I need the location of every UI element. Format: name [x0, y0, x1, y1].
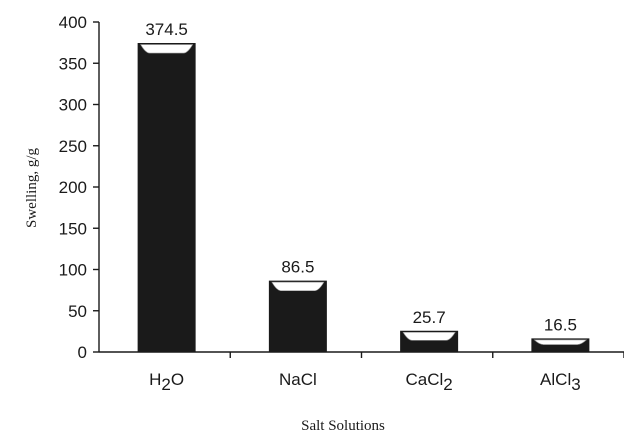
bar-meniscus: [533, 339, 588, 345]
y-tick-label: 200: [59, 178, 87, 197]
data-labels: 374.5 86.5 25.7 16.5: [145, 20, 577, 334]
x-axis-title: Salt Solutions: [301, 418, 385, 434]
x-tick-label-base: AlCl: [540, 370, 571, 389]
x-tick-label: H2O: [149, 370, 184, 394]
x-tick-label-base: H: [149, 370, 161, 389]
x-tick-label-base: CaCl: [405, 370, 443, 389]
x-tick-label: NaCl: [279, 370, 317, 389]
data-label: 86.5: [281, 258, 314, 277]
y-tick-label: 0: [78, 343, 87, 362]
bar-meniscus: [271, 281, 325, 291]
x-tick-label-rest: O: [171, 370, 184, 389]
x-tick-label-subscript: 2: [443, 375, 452, 394]
x-axis: H2O NaCl CaCl2 AlCl3: [99, 351, 624, 394]
bar: [268, 280, 327, 352]
x-tick-label-subscript: 3: [571, 375, 580, 394]
bar-meniscus: [402, 331, 456, 341]
data-label: 25.7: [413, 308, 446, 327]
y-tick-label: 150: [59, 219, 87, 238]
y-axis-title: Swelling, g/g: [24, 148, 40, 229]
y-tick-label: 100: [59, 261, 87, 280]
y-tick-label: 50: [68, 302, 87, 321]
data-label: 16.5: [544, 315, 577, 334]
x-tick-label-base: NaCl: [279, 370, 317, 389]
data-label: 374.5: [145, 20, 188, 39]
y-tick-label: 250: [59, 137, 87, 156]
x-tick-label-subscript: 2: [161, 375, 170, 394]
y-tick-label: 300: [59, 96, 87, 115]
y-tick-label: 350: [59, 54, 87, 73]
bars: [137, 43, 590, 352]
y-tick-label: 400: [59, 13, 87, 32]
bar-meniscus: [140, 44, 194, 54]
x-tick-label: AlCl3: [540, 370, 581, 394]
x-tick-label: CaCl2: [405, 370, 452, 394]
y-axis: 0 50 100 150 200 250 300 350 400: [59, 13, 100, 362]
bar: [137, 43, 196, 352]
